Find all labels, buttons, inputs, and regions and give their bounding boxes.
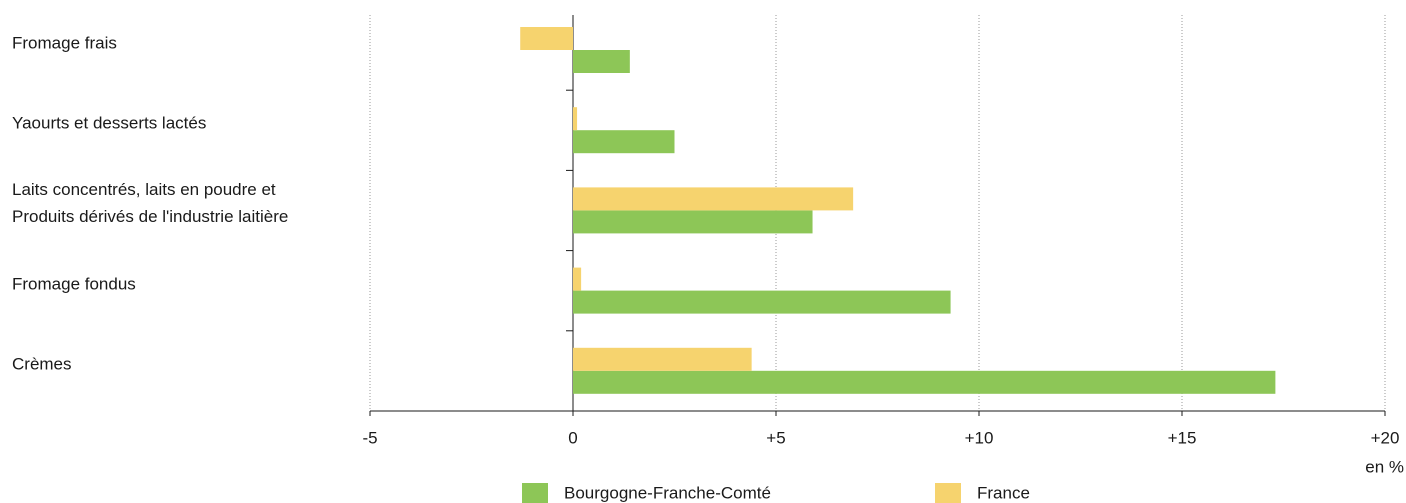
bar: [573, 210, 813, 234]
x-tick-label: +20: [1371, 428, 1400, 447]
category-label: Fromage frais: [12, 33, 117, 53]
category-label: Yaourts et desserts lactés: [12, 113, 207, 133]
x-tick-label: 0: [568, 428, 577, 447]
bar: [573, 187, 854, 211]
x-tick-label: +15: [1168, 428, 1197, 447]
x-tick-label: +10: [965, 428, 994, 447]
bar: [573, 267, 582, 291]
x-tick-label: +5: [766, 428, 785, 447]
bar: [520, 27, 573, 50]
category-label: Fromage fondus: [12, 274, 136, 294]
category-label: Laits concentrés, laits en poudre et Pro…: [12, 180, 289, 227]
bar: [573, 347, 752, 371]
bar: [573, 50, 630, 73]
legend-swatch: [522, 483, 548, 503]
legend-swatch: [935, 483, 961, 503]
legend-label: Bourgogne-Franche-Comté: [564, 483, 771, 502]
bar: [573, 107, 578, 131]
bar: [573, 290, 951, 314]
bar: [573, 130, 675, 154]
category-label: Crèmes: [12, 354, 72, 374]
x-tick-label: -5: [362, 428, 377, 447]
x-axis-label: en %: [1365, 457, 1404, 476]
legend-label: France: [977, 483, 1030, 502]
bar: [573, 370, 1276, 394]
